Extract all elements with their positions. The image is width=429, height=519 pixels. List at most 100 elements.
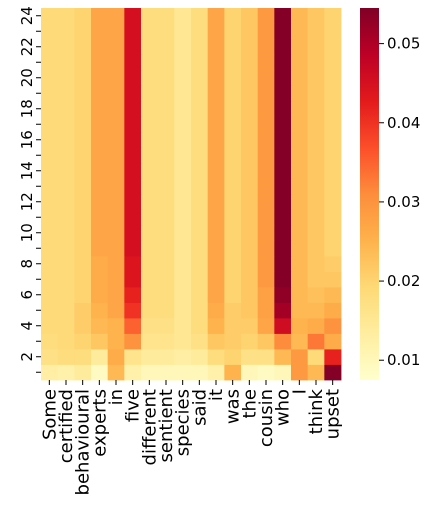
- heatmap-cell: [174, 349, 192, 365]
- heatmap-cell: [257, 209, 275, 226]
- x-tick-label: cousin: [256, 389, 277, 447]
- heatmap-cell: [291, 147, 309, 164]
- heatmap-cell: [224, 70, 242, 86]
- heatmap-cell: [41, 287, 59, 303]
- heatmap-cell: [157, 364, 175, 381]
- heatmap-cell: [324, 225, 342, 241]
- heatmap-cell: [191, 101, 209, 117]
- x-tick-label: Some: [39, 389, 60, 440]
- heatmap-cell: [291, 364, 309, 381]
- heatmap-cell: [207, 116, 225, 133]
- heatmap-cell: [74, 70, 92, 86]
- heatmap-cell: [57, 271, 75, 288]
- heatmap-cell: [241, 147, 259, 164]
- heatmap-cell: [207, 256, 225, 272]
- heatmap-cell: [57, 287, 75, 303]
- heatmap-cell: [141, 194, 159, 210]
- heatmap-cell: [224, 147, 242, 164]
- heatmap-cell: [74, 116, 92, 133]
- heatmap-cell: [91, 39, 109, 55]
- heatmap-cell: [191, 85, 209, 102]
- heatmap-cell: [241, 101, 259, 117]
- heatmap-cell: [257, 194, 275, 210]
- heatmap-cell: [174, 302, 192, 319]
- x-tick-label: the: [239, 389, 260, 419]
- heatmap-cell: [157, 271, 175, 288]
- heatmap-cell: [57, 163, 75, 179]
- heatmap-cell: [291, 225, 309, 241]
- heatmap-cell: [207, 147, 225, 164]
- heatmap-cell: [191, 364, 209, 381]
- heatmap-cell: [257, 8, 275, 24]
- heatmap-cell: [141, 178, 159, 195]
- heatmap-cell: [91, 349, 109, 365]
- y-tick-label: 24: [18, 6, 36, 25]
- heatmap-cell: [224, 8, 242, 24]
- colorbar: 0.01 0.02 0.03 0.04 0.05: [360, 8, 420, 380]
- heatmap-cell: [291, 163, 309, 179]
- heatmap-cell: [207, 163, 225, 179]
- heatmap-cell: [191, 349, 209, 365]
- heatmap-cell: [107, 333, 125, 350]
- heatmap-cell: [124, 364, 142, 381]
- heatmap-cell: [41, 318, 59, 334]
- heatmap-cell: [191, 132, 209, 148]
- heatmap-cell: [207, 209, 225, 226]
- heatmap-cell: [241, 209, 259, 226]
- heatmap-cell: [241, 225, 259, 241]
- heatmap-cell: [257, 364, 275, 381]
- heatmap-cell: [291, 287, 309, 303]
- heatmap-cell: [241, 333, 259, 350]
- heatmap-cell: [257, 225, 275, 241]
- heatmap-cell: [41, 101, 59, 117]
- heatmap-cell: [241, 39, 259, 55]
- heatmap-cell: [74, 225, 92, 241]
- heatmap-cell: [107, 225, 125, 241]
- heatmap-cell: [324, 85, 342, 102]
- heatmap-cell: [207, 194, 225, 210]
- heatmap-cell: [241, 70, 259, 86]
- heatmap-cell: [124, 54, 142, 71]
- heatmap-cell: [224, 209, 242, 226]
- heatmap-cell: [41, 39, 59, 55]
- heatmap-cell: [41, 349, 59, 365]
- heatmap-cell: [257, 39, 275, 55]
- heatmap-cell: [241, 178, 259, 195]
- heatmap-cell: [324, 147, 342, 164]
- heatmap-cell: [291, 85, 309, 102]
- heatmap-cell: [57, 85, 75, 102]
- heatmap-cell: [74, 178, 92, 195]
- heatmap-cell: [307, 8, 325, 24]
- heatmap-cell: [207, 23, 225, 40]
- heatmap-cell: [307, 85, 325, 102]
- heatmap-cell: [107, 287, 125, 303]
- heatmap-cell: [124, 70, 142, 86]
- heatmap-cell: [57, 116, 75, 133]
- colorbar-tick-label: 0.05: [387, 35, 420, 53]
- x-tick-label: experts: [89, 389, 110, 457]
- heatmap-cell: [274, 287, 292, 303]
- heatmap-cell: [141, 209, 159, 226]
- heatmap-cell: [141, 39, 159, 55]
- heatmap-cell: [74, 132, 92, 148]
- heatmap-cell: [157, 85, 175, 102]
- heatmap-cell: [274, 147, 292, 164]
- heatmap-cell: [41, 333, 59, 350]
- heatmap-cell: [124, 287, 142, 303]
- heatmap-cell: [141, 256, 159, 272]
- x-tick-label: said: [189, 389, 210, 426]
- heatmap-cell: [41, 8, 59, 24]
- heatmap-cell: [124, 178, 142, 195]
- heatmap-cell: [257, 240, 275, 257]
- heatmap-cell: [141, 147, 159, 164]
- heatmap-cell: [224, 163, 242, 179]
- heatmap-cell: [41, 116, 59, 133]
- heatmap-cell: [157, 8, 175, 24]
- heatmap-cell: [207, 318, 225, 334]
- heatmap-cell: [57, 54, 75, 71]
- heatmap-cell: [174, 54, 192, 71]
- heatmap-cell: [224, 302, 242, 319]
- heatmap-cell: [91, 209, 109, 226]
- heatmap-cell: [274, 209, 292, 226]
- heatmap-cell: [207, 39, 225, 55]
